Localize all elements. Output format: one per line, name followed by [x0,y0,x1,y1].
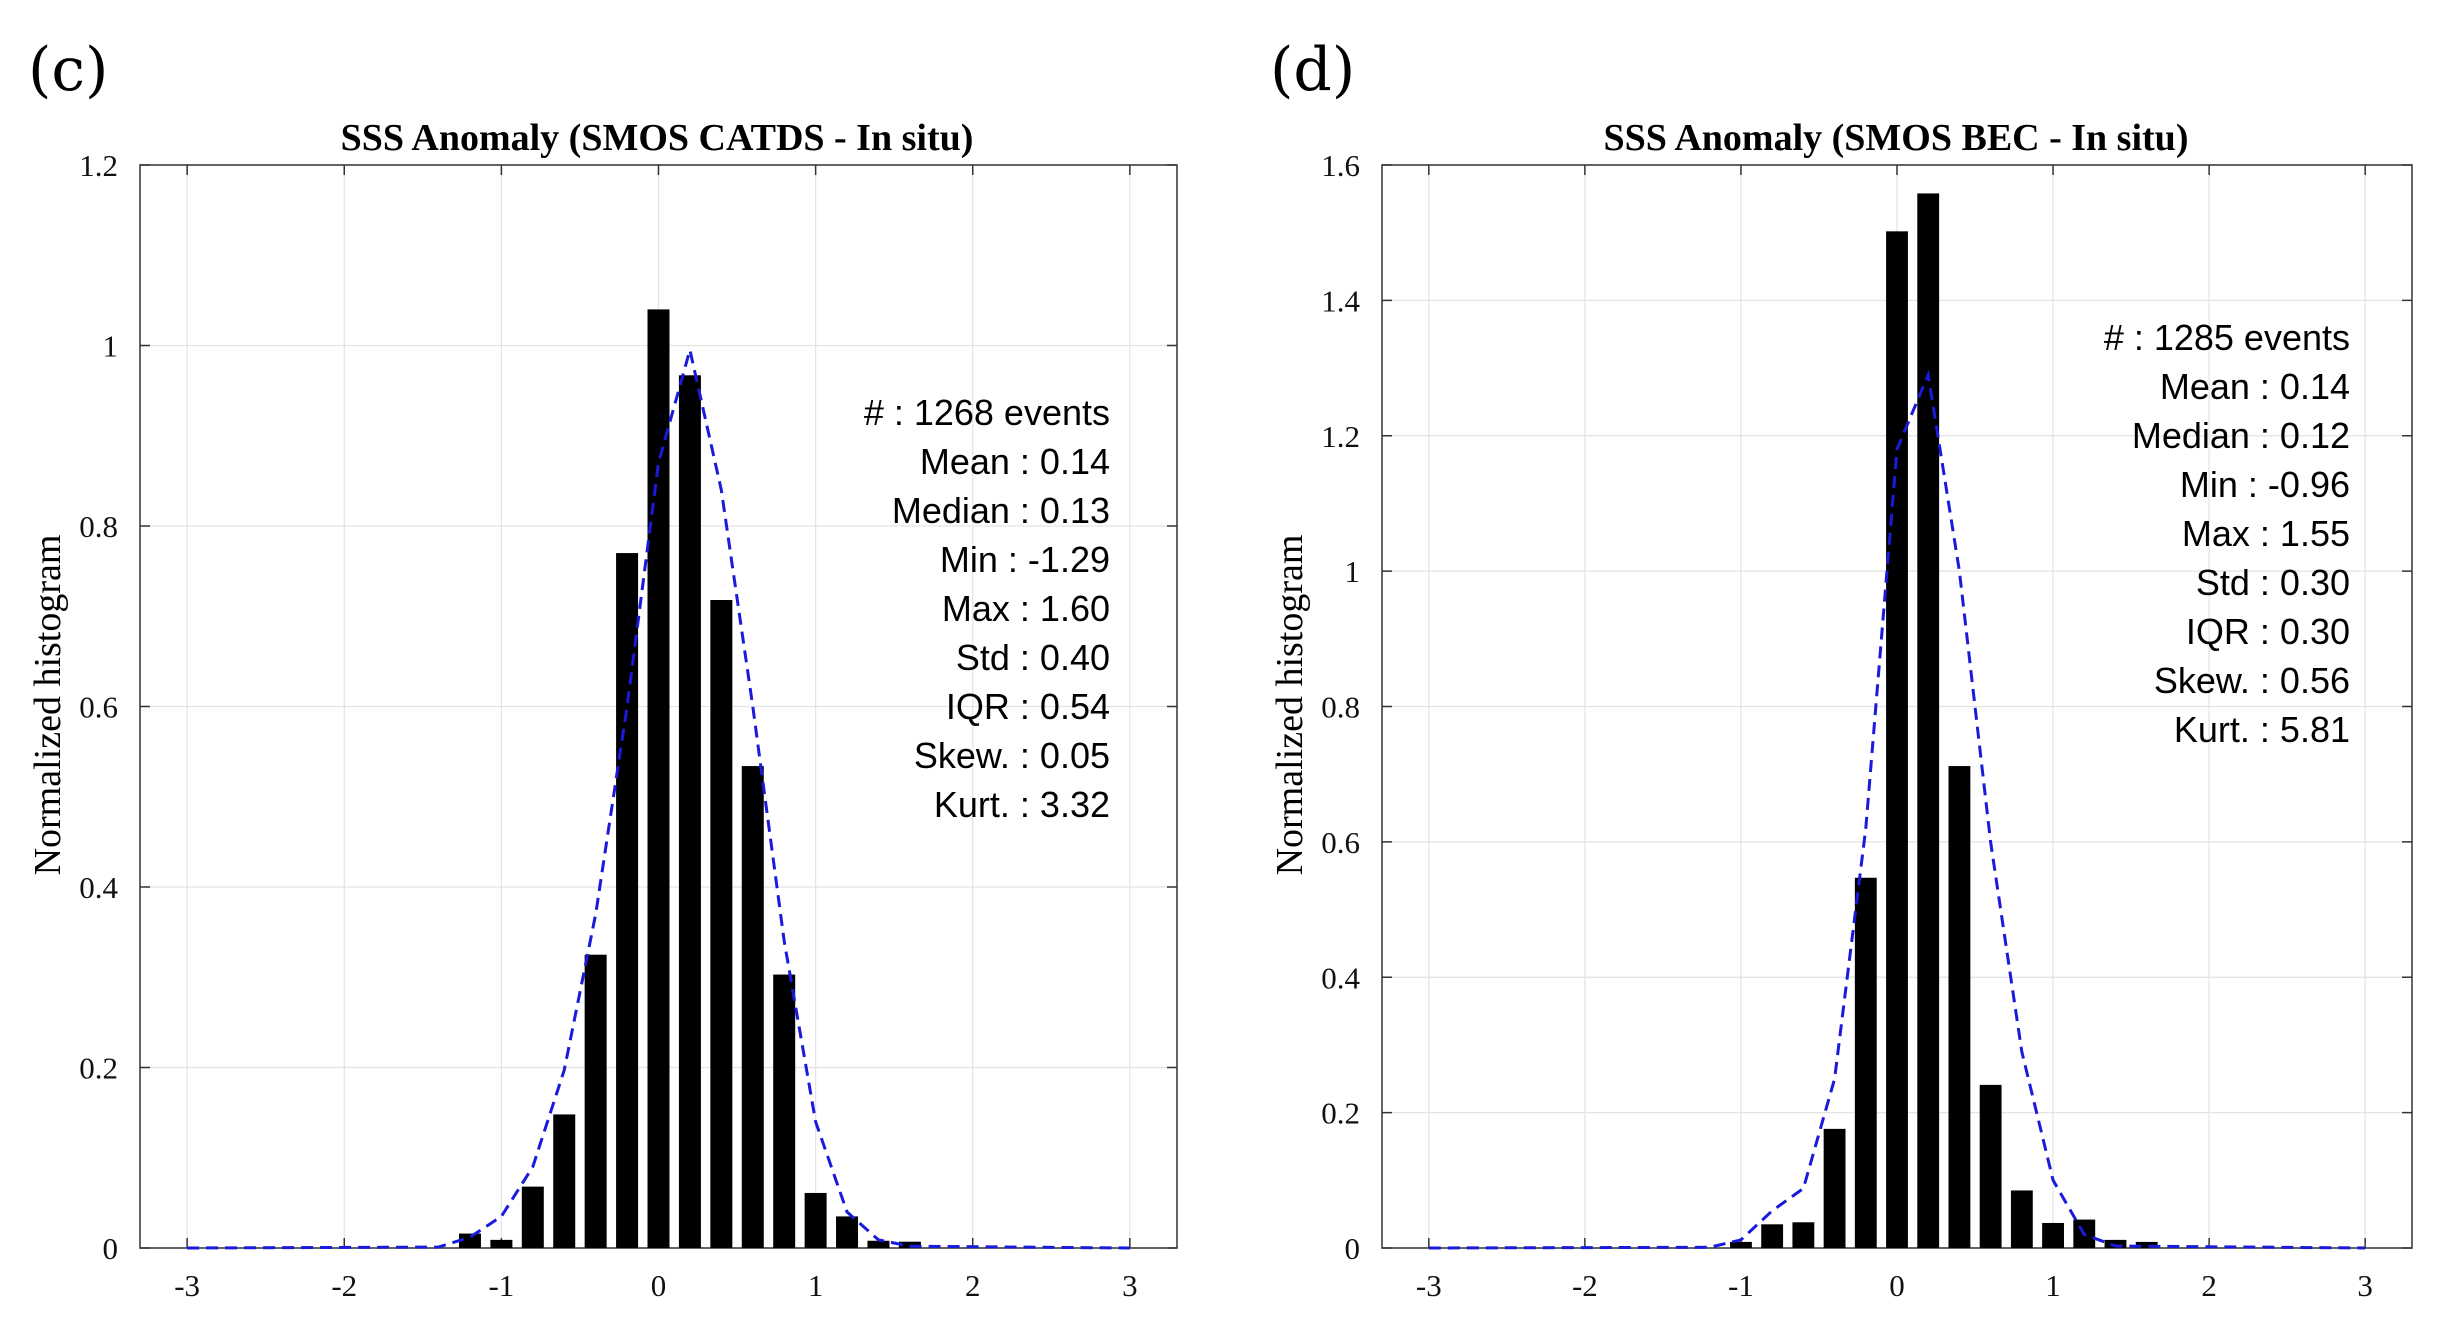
stats-line: Mean : 0.14 [920,441,1110,482]
histogram-bar [1823,1128,1846,1248]
stats-line: IQR : 0.54 [946,686,1110,727]
y-tick-label: 0 [103,1231,119,1266]
histogram-bar [804,1192,827,1248]
y-tick-label: 0.8 [79,509,118,544]
y-tick-label: 1.4 [1321,283,1360,318]
y-tick-label: 0.6 [1321,825,1360,860]
stats-line: IQR : 0.30 [2186,611,2350,652]
histogram-bar [867,1240,890,1248]
stats-line: Std : 0.30 [2196,562,2350,603]
x-tick-label: -1 [1728,1268,1754,1303]
panel-letter: (c) [28,35,108,105]
histogram-bar [1979,1084,2002,1248]
stats-line: Skew. : 0.05 [914,735,1110,776]
stats-line: Max : 1.60 [942,588,1110,629]
x-tick-label: 2 [965,1268,981,1303]
histogram-bar [836,1216,859,1248]
x-tick-label: 2 [2201,1268,2217,1303]
stats-line: Median : 0.13 [892,490,1110,531]
histogram-bar [1917,193,1940,1249]
histogram-bar [1792,1222,1815,1248]
x-tick-label: 3 [2357,1268,2373,1303]
x-tick-label: 0 [651,1268,667,1303]
histogram-bar [458,1233,481,1248]
panel-c: (c) SSS Anomaly (SMOS CATDS - In situ) N… [27,35,1178,1303]
fit-curve-line [187,349,1130,1250]
histogram-bar [1854,877,1877,1248]
y-tick-label: 0 [1345,1231,1361,1266]
y-tick-label: 0.2 [79,1051,118,1086]
x-tick-label: 0 [1889,1268,1905,1303]
histogram-bar [2135,1241,2158,1248]
y-axis-label: Normalized histogram [27,535,69,876]
fit-curve-line [1428,369,2366,1250]
histogram-bar [1948,766,1971,1248]
x-tick-label: -3 [174,1268,200,1303]
chart-title: SSS Anomaly (SMOS CATDS - In situ) [341,117,974,159]
histogram-bar [647,309,670,1248]
x-tick-label: -3 [1416,1268,1442,1303]
stats-line: Min : -0.96 [2180,464,2350,505]
plot-area: -3 -2 -1 0 1 2 3 0 0.2 0.4 0.6 0.8 1 1.2 1.4 1.6 # : 128… [1321,148,2413,1303]
histogram-bar [741,766,764,1248]
stats-line: Kurt. : 5.81 [2174,709,2350,750]
panel-letter: (d) [1270,35,1355,105]
stats-line: Max : 1.55 [2182,513,2350,554]
histogram-bar [2042,1222,2064,1248]
stats-line: Skew. : 0.56 [2154,660,2350,701]
y-tick-label: 0.6 [79,690,118,725]
histogram-bar [773,974,796,1248]
stats-line: # : 1285 events [2104,317,2350,358]
histogram-bar [710,600,733,1248]
histogram-bar [2104,1239,2127,1248]
panel-d: (d) SSS Anomaly (SMOS BEC - In situ) Nor… [1269,35,2413,1303]
x-tick-label: 3 [1122,1268,1138,1303]
histogram-bar [521,1186,544,1248]
histogram-bar [490,1239,513,1248]
chart-title: SSS Anomaly (SMOS BEC - In situ) [1604,117,2189,159]
x-tick-label: -2 [1572,1268,1598,1303]
x-tick-label: 1 [808,1268,824,1303]
stats-line: Min : -1.29 [940,539,1110,580]
histogram-bar [678,375,701,1249]
y-tick-label: 1.6 [1321,148,1360,183]
x-tick-label: -2 [331,1268,357,1303]
x-tick-label: -1 [488,1268,514,1303]
histogram-bar [1886,231,1908,1249]
y-tick-label: 1.2 [79,148,118,183]
y-tick-label: 1 [103,329,119,364]
stats-line: Kurt. : 3.32 [934,784,1110,825]
y-tick-label: 0.4 [1321,960,1360,995]
histogram-bar [584,954,607,1248]
stats-line: Mean : 0.14 [2160,366,2350,407]
stats-line: Std : 0.40 [956,637,1110,678]
plot-area: -3 -2 -1 0 1 2 3 0 0.2 0.4 0.6 0.8 1 1.2 # : 1268 even… [79,148,1178,1303]
y-axis-label: Normalized histogram [1269,535,1311,876]
histogram-bar [616,553,639,1248]
histogram-bar [553,1114,576,1248]
stats-line: # : 1268 events [864,392,1110,433]
y-tick-label: 1.2 [1321,419,1360,454]
stats-line: Median : 0.12 [2132,415,2350,456]
histogram-bar [2010,1190,2033,1248]
y-tick-label: 0.4 [79,870,118,905]
histogram-bar [1730,1241,1752,1248]
histogram-bar [1761,1224,1784,1248]
y-tick-label: 1 [1345,554,1361,589]
y-tick-label: 0.2 [1321,1096,1360,1131]
y-tick-label: 0.8 [1321,690,1360,725]
x-tick-label: 1 [2045,1268,2061,1303]
